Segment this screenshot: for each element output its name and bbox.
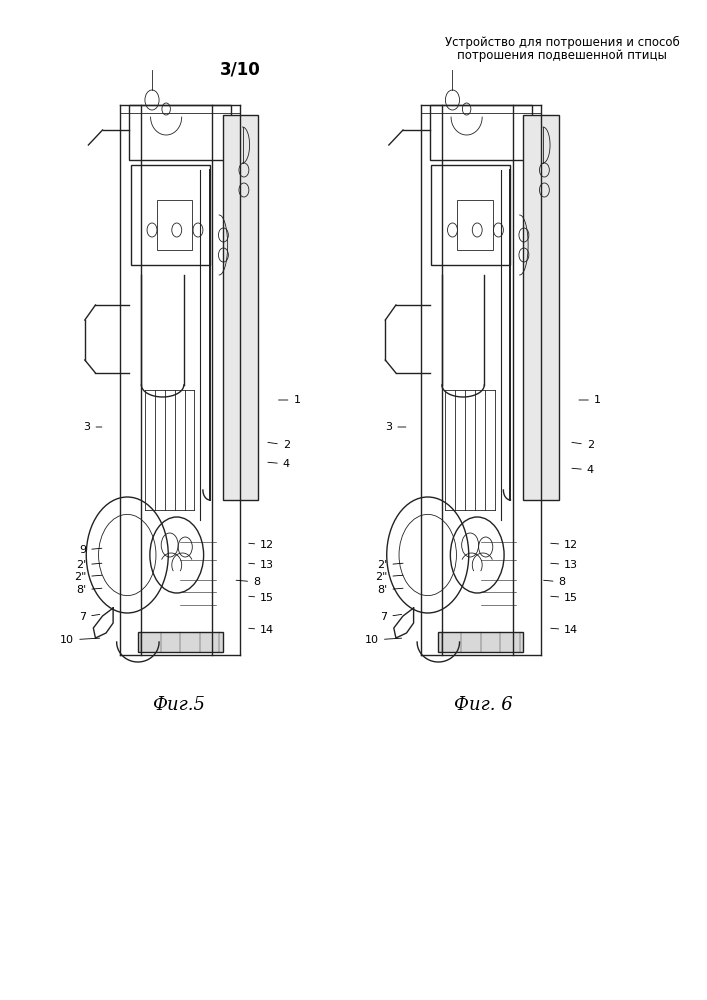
Text: 2': 2' bbox=[378, 560, 403, 570]
Text: 13: 13 bbox=[551, 560, 578, 570]
Text: 2: 2 bbox=[572, 440, 594, 450]
FancyBboxPatch shape bbox=[438, 632, 523, 652]
Text: 7: 7 bbox=[380, 612, 402, 622]
Text: 8': 8' bbox=[76, 585, 102, 595]
FancyBboxPatch shape bbox=[523, 115, 559, 500]
Text: 12: 12 bbox=[249, 540, 274, 550]
Text: 2": 2" bbox=[74, 572, 102, 582]
Text: 13: 13 bbox=[249, 560, 274, 570]
Text: потрошения подвешенной птицы: потрошения подвешенной птицы bbox=[457, 49, 667, 62]
Text: 3: 3 bbox=[385, 422, 406, 432]
Text: 12: 12 bbox=[551, 540, 578, 550]
Text: 8': 8' bbox=[378, 585, 403, 595]
Text: Устройство для потрошения и способ: Устройство для потрошения и способ bbox=[445, 35, 679, 49]
Text: 14: 14 bbox=[551, 625, 578, 635]
Text: 10: 10 bbox=[60, 635, 100, 645]
Text: 3/10: 3/10 bbox=[220, 61, 261, 79]
Text: 2": 2" bbox=[375, 572, 403, 582]
Text: 2': 2' bbox=[76, 560, 102, 570]
Text: 8: 8 bbox=[544, 577, 566, 587]
Text: 2: 2 bbox=[268, 440, 290, 450]
Text: 1: 1 bbox=[579, 395, 601, 405]
Text: 1: 1 bbox=[279, 395, 300, 405]
Text: Фиг.5: Фиг.5 bbox=[152, 696, 204, 714]
FancyBboxPatch shape bbox=[138, 632, 223, 652]
Text: 4: 4 bbox=[268, 459, 290, 469]
Text: 15: 15 bbox=[249, 593, 274, 603]
Text: 9: 9 bbox=[79, 545, 102, 555]
FancyBboxPatch shape bbox=[223, 115, 258, 500]
Text: 7: 7 bbox=[79, 612, 100, 622]
Text: 15: 15 bbox=[551, 593, 578, 603]
Text: 8: 8 bbox=[236, 577, 260, 587]
Text: 10: 10 bbox=[365, 635, 402, 645]
Text: Фиг. 6: Фиг. 6 bbox=[453, 696, 513, 714]
Text: 3: 3 bbox=[83, 422, 102, 432]
Text: 4: 4 bbox=[572, 465, 594, 475]
Text: 14: 14 bbox=[249, 625, 274, 635]
